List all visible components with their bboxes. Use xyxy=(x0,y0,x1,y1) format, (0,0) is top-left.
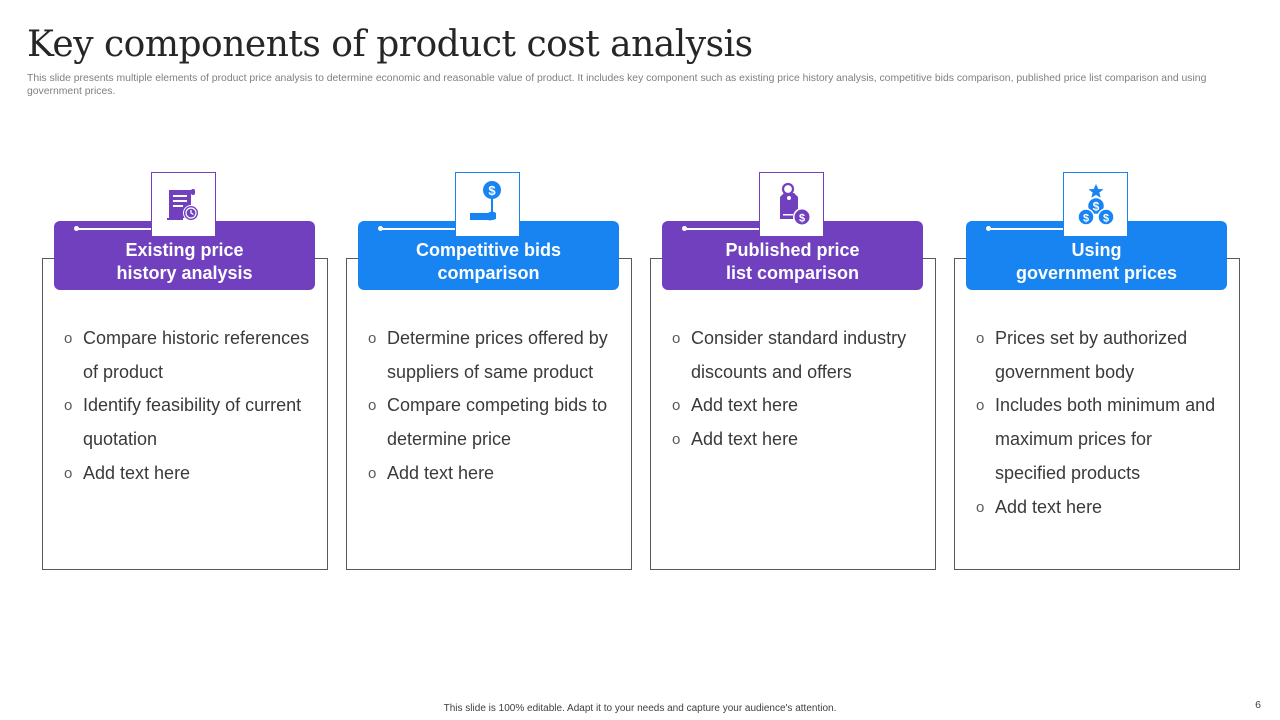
hand-dollar-sign-icon: $ xyxy=(469,180,501,220)
list-item: o Add text here xyxy=(672,395,799,416)
page-number: 6 xyxy=(1255,699,1261,711)
icon-frame: $ xyxy=(455,172,520,237)
svg-text:$: $ xyxy=(1102,212,1108,224)
slide-subtitle: This slide presents multiple elements of… xyxy=(27,73,1207,97)
document-clock-icon xyxy=(166,188,199,221)
svg-text:$: $ xyxy=(1082,212,1088,224)
icon-frame xyxy=(151,172,216,237)
bullet-list: o Consider standard industry discounts an… xyxy=(672,322,922,457)
icon-frame: $ xyxy=(759,172,824,237)
card-body-box xyxy=(346,258,632,570)
bullet-list: o Compare historic references of product … xyxy=(64,322,314,491)
slide-title: Key components of product cost analysis xyxy=(27,24,753,65)
list-item: o Add text here xyxy=(976,496,1103,517)
coins-star-icon: $ $ $ xyxy=(1076,183,1115,226)
list-item: o Identify feasibility of current quotati… xyxy=(64,395,302,450)
header-dot-decoration xyxy=(378,226,383,231)
list-item: o Prices set by authorized government bod… xyxy=(976,328,1188,382)
price-tag-dollar-icon: $ xyxy=(779,182,811,226)
header-dot-decoration xyxy=(986,226,991,231)
card-existing-price-history: Existing price history analysis o Compare… xyxy=(42,172,328,570)
card-title: Published price list comparison xyxy=(725,239,860,283)
list-item: o Add text here xyxy=(64,462,191,483)
svg-text:$: $ xyxy=(798,212,804,224)
card-title: Competitive bids comparison xyxy=(415,239,562,283)
header-dot-decoration xyxy=(682,226,687,231)
header-line-decoration xyxy=(988,228,1078,230)
header-dot-decoration xyxy=(74,226,79,231)
list-item: o Compare historic references of product xyxy=(64,328,310,382)
svg-text:$: $ xyxy=(1092,199,1099,213)
card-body-box xyxy=(954,258,1240,570)
footer-note: This slide is 100% editable. Adapt it to… xyxy=(443,703,837,714)
card-government-prices: Using government prices $ $ $ o Prices se… xyxy=(954,172,1240,570)
card-published-price-list: Published price list comparison $ o Consi… xyxy=(650,172,936,570)
bullet-list: o Determine prices offered by suppliers o… xyxy=(368,322,618,491)
list-item: o Add text here xyxy=(672,429,799,450)
list-item: o Consider standard industry discounts an… xyxy=(672,328,907,382)
svg-text:$: $ xyxy=(488,183,496,198)
list-item: o Compare competing bids to determine pri… xyxy=(368,395,608,450)
bullet-list: o Prices set by authorized government bod… xyxy=(976,322,1226,524)
list-item: o Add text here xyxy=(368,462,495,483)
card-body-box xyxy=(42,258,328,570)
header-line-decoration xyxy=(76,228,166,230)
header-line-decoration xyxy=(380,228,470,230)
icon-frame: $ $ $ xyxy=(1063,172,1128,237)
header-line-decoration xyxy=(684,228,774,230)
list-item: o Includes both minimum and maximum price… xyxy=(976,395,1216,483)
card-competitive-bids: Competitive bids comparison $ o Determine… xyxy=(346,172,632,570)
card-title: Existing price history analysis xyxy=(116,239,253,283)
list-item: o Determine prices offered by suppliers o… xyxy=(368,328,608,382)
card-title: Using government prices xyxy=(1015,239,1178,283)
